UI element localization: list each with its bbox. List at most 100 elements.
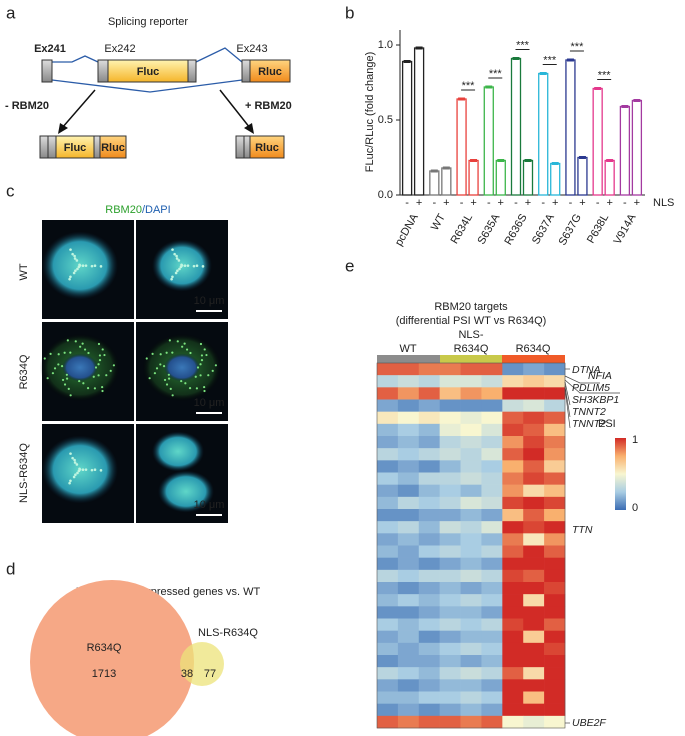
heatmap-cell	[439, 484, 461, 498]
heatmap-cell	[439, 667, 461, 680]
heatmap-cell	[502, 667, 524, 680]
heatmap-cell	[397, 423, 420, 437]
gene-label: TNNT2	[572, 418, 606, 430]
heatmap-cell	[502, 679, 524, 692]
heatmap-cell	[418, 399, 440, 412]
speckle	[184, 382, 187, 385]
speckle	[97, 363, 100, 366]
speckle	[99, 265, 103, 268]
heatmap-cell	[544, 715, 566, 729]
sig-label: ***	[489, 68, 503, 80]
heatmap-cell	[502, 509, 524, 522]
speckle	[176, 340, 179, 343]
nls-label: -	[541, 197, 545, 209]
heatmap-cell	[460, 363, 482, 376]
heatmap-cell	[481, 533, 503, 546]
heatmap-cell	[439, 509, 461, 522]
x-tick-label: WT	[429, 212, 448, 233]
speckle	[97, 374, 100, 377]
heatmap-cell	[460, 509, 482, 522]
heatmap-cell	[481, 679, 503, 692]
speckle	[205, 353, 208, 357]
speckle	[68, 277, 71, 281]
heatmap-cell	[502, 472, 524, 485]
heatmap-cell	[397, 399, 420, 412]
heatmap-cell	[439, 448, 461, 461]
heatmap-cell	[523, 569, 545, 583]
heatmap-cell	[481, 667, 503, 680]
x-tick-label: S637A	[530, 211, 557, 246]
heatmap-cell	[544, 630, 566, 644]
exon	[39, 135, 49, 159]
speckle	[162, 365, 166, 368]
heatmap-cell	[523, 399, 545, 412]
heatmap-cell	[460, 472, 482, 485]
nls-label: +	[525, 197, 531, 209]
heatmap-cell	[502, 363, 524, 376]
x-tick-label: R636S	[502, 212, 529, 247]
group-label: R634Q	[516, 343, 551, 355]
heatmap-cell	[377, 448, 399, 461]
heatmap-cell	[460, 484, 482, 498]
speckle	[200, 359, 204, 362]
heatmap-cell	[418, 606, 440, 619]
bar	[429, 170, 440, 196]
heatmap-cell	[523, 606, 545, 619]
heatmap-cell	[377, 484, 399, 498]
speckle	[87, 351, 90, 355]
heatmap-cell	[502, 703, 524, 717]
condition-label: + RBM20	[245, 100, 292, 112]
speckle	[90, 264, 94, 268]
speckle	[112, 364, 115, 367]
sig-label: ***	[543, 54, 557, 66]
speckle	[84, 468, 88, 471]
nls-label: -	[623, 197, 627, 209]
speckle	[171, 394, 174, 397]
heatmap-cell	[502, 448, 524, 461]
heatmap-cell	[439, 411, 461, 425]
heatmap-cell	[397, 509, 420, 522]
bar	[604, 159, 615, 196]
heatmap-cell	[460, 557, 482, 571]
heatmap-cell	[523, 557, 545, 571]
speckle	[69, 275, 72, 279]
speckle	[186, 264, 190, 267]
speckle	[73, 257, 77, 260]
bar	[468, 159, 479, 196]
gene-label: SH3KBP1	[572, 394, 619, 406]
speckle	[167, 373, 170, 376]
heatmap-cell	[377, 496, 399, 510]
exon	[235, 135, 245, 159]
heatmap-cell	[544, 557, 566, 571]
heatmap-cell	[502, 399, 524, 412]
speckle	[183, 342, 186, 345]
heatmap-cell	[502, 642, 524, 656]
heatmap-cell	[418, 460, 440, 473]
subtitle: (differential PSI WT vs R634Q)	[396, 315, 547, 327]
speckle	[74, 473, 77, 477]
heatmap-cell	[397, 691, 420, 704]
heatmap-cell	[418, 582, 440, 595]
rluc	[249, 135, 285, 159]
speckle	[78, 379, 81, 383]
bar	[456, 98, 467, 196]
heatmap-cell	[418, 594, 440, 607]
speckle	[195, 387, 198, 390]
set-label: NLS-R634Q	[198, 627, 258, 639]
heatmap-cell	[377, 436, 399, 449]
heatmap-cell	[460, 423, 482, 437]
heatmap-cell	[418, 411, 440, 425]
venn-circle	[180, 642, 224, 686]
heatmap-cell	[397, 496, 420, 510]
heatmap-cell	[439, 387, 461, 400]
heatmap-cell	[502, 496, 524, 510]
heatmap-cell	[544, 679, 566, 692]
heatmap-cell	[523, 533, 545, 546]
bar	[592, 87, 603, 196]
speckle	[196, 366, 200, 369]
speckle	[180, 379, 183, 383]
heatmap-cell	[544, 703, 566, 717]
heatmap-cell	[397, 472, 420, 485]
heatmap-cell	[418, 545, 440, 558]
heatmap-cell	[439, 557, 461, 571]
